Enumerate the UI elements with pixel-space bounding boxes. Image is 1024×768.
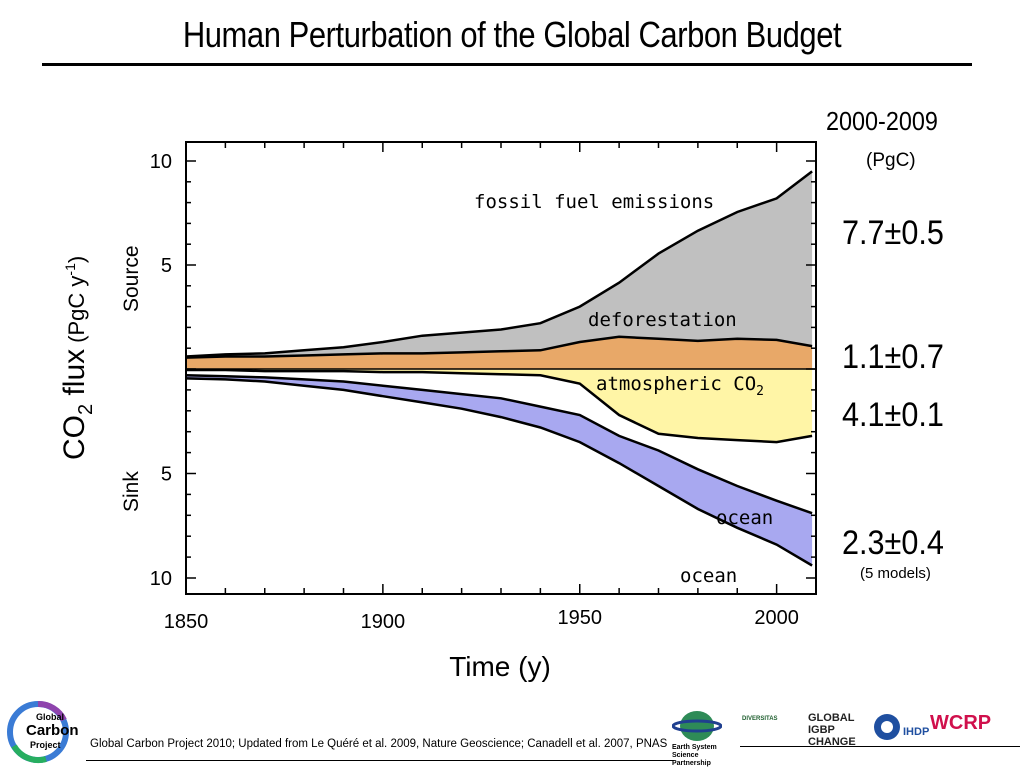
line-ocean — [185, 374, 813, 515]
partner-diversitas: DIVERSITAS — [742, 716, 778, 722]
line-deforestation — [185, 335, 813, 359]
citation-text: Global Carbon Project 2010; Updated from… — [90, 738, 668, 750]
budget-atmospheric-value: 4.1±0.1 — [842, 396, 944, 434]
y-axis-label-main: CO — [58, 415, 91, 460]
footer-divider-right — [740, 746, 1020, 747]
y-axis-label-sub: 2 — [75, 404, 97, 415]
y-axis-unit-end: ) — [64, 256, 89, 263]
y-tick-label: 5 — [161, 255, 172, 277]
y-axis-label-rest: flux — [58, 349, 91, 404]
atmospheric-sub: 2 — [756, 384, 764, 399]
y-axis-unit-sup: -1 — [62, 263, 78, 276]
x-tick-label: 2000 — [754, 607, 799, 629]
title-divider — [42, 63, 972, 66]
line-atmospheric — [186, 368, 813, 444]
y-tick-label: 5 — [161, 464, 172, 486]
sink-label: Sink — [120, 471, 143, 512]
carbon-budget-chart: 1850 1900 1950 2000 10 5 5 10 fossil fuel emiss… — [58, 141, 817, 682]
tick-labels: 1850 1900 1950 2000 10 5 5 10 — [150, 151, 799, 633]
series-label-deforestation: deforestation — [588, 309, 737, 331]
area-ocean — [186, 375, 813, 566]
x-tick-label: 1900 — [361, 611, 406, 633]
logo-line-global: Global — [36, 712, 65, 722]
series-label-ocean-lower: ocean — [680, 565, 737, 587]
atmospheric-main: atmospheric CO — [596, 373, 756, 395]
partner-wcrp: WCRP — [930, 712, 992, 734]
boundary-lines — [185, 170, 813, 567]
logo-line-carbon: Carbon — [26, 722, 79, 739]
global-carbon-project-logo — [7, 701, 69, 764]
area-deforestation — [186, 336, 813, 369]
page-title: Human Perturbation of the Global Carbon … — [182, 14, 842, 55]
series-label-ocean: ocean — [716, 507, 773, 529]
x-tick-label: 1950 — [558, 607, 603, 629]
series-label-fossil: fossil fuel emissions — [474, 191, 714, 213]
area-atmospheric — [186, 369, 813, 443]
x-axis-label: Time (y) — [449, 651, 551, 682]
line-fossil — [185, 170, 813, 358]
series-label-atmospheric: atmospheric CO2 — [596, 373, 764, 399]
y-tick-label: 10 — [150, 568, 172, 590]
axis-ticks — [185, 142, 817, 594]
partner-ihdp: IHDP — [903, 726, 930, 738]
budget-period: 2000-2009 — [826, 106, 938, 136]
line-ocean-lower — [185, 377, 813, 567]
source-label: Source — [120, 245, 143, 312]
y-tick-label: 10 — [150, 151, 172, 173]
y-axis-label: CO2 flux (PgC y-1) — [58, 256, 97, 460]
budget-deforestation-value: 1.1±0.7 — [842, 338, 944, 376]
ihdp-icon — [874, 714, 900, 740]
budget-ocean-value: 2.3±0.4 — [842, 524, 944, 562]
partner-igbp: GLOBAL IGBP CHANGE — [808, 712, 856, 748]
models-note: (5 models) — [860, 565, 931, 582]
y-axis-unit: (PgC y-1) — [62, 256, 89, 343]
area-ocean-land — [186, 370, 813, 514]
partner-essp: Earth System Science Partnership — [672, 744, 717, 767]
y-axis-unit-text: (PgC y — [64, 276, 89, 343]
logo-line-project: Project — [30, 740, 61, 750]
budget-unit: (PgC) — [866, 150, 916, 171]
budget-fossil-value: 7.7±0.5 — [842, 214, 944, 252]
essp-globe-icon — [672, 711, 722, 741]
area-fossil — [186, 171, 813, 358]
x-tick-label: 1850 — [164, 611, 209, 633]
footer-divider — [86, 760, 674, 761]
area-layers — [186, 171, 813, 566]
